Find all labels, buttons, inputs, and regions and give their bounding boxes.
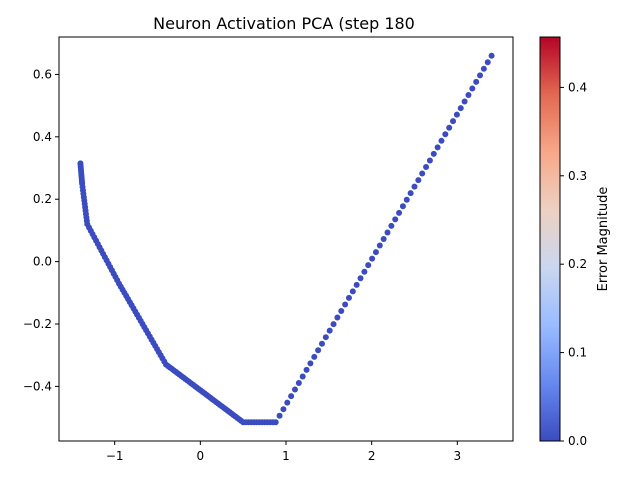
x-tick-label: 2 [368,449,376,463]
data-point [322,334,329,341]
y-tick-label: 0.2 [33,192,52,206]
x-tick-label: 0 [197,449,205,463]
data-point [361,268,368,275]
data-point [353,281,360,288]
y-tick-label: 0.4 [33,130,52,144]
x-axis: −1 0 1 2 3 [106,441,461,463]
data-point [342,301,349,308]
data-point [345,294,352,301]
data-point [426,157,433,164]
data-point [438,137,445,144]
colorbar-tick-label: 0.1 [568,346,587,360]
colorbar-label: Error Magnitude [596,187,611,292]
x-tick-label: −1 [106,449,124,463]
data-point [284,399,291,406]
data-point [326,327,333,334]
data-point [365,262,372,269]
data-point [453,111,460,118]
data-point [376,242,383,249]
data-point [330,321,337,328]
data-point [315,347,322,354]
data-point [318,340,325,347]
data-point [276,412,283,419]
data-point [419,170,426,177]
colorbar-tick-label: 0.4 [568,80,587,94]
data-point [349,288,356,295]
data-point [295,380,302,387]
data-point [396,209,403,216]
data-point [399,203,406,210]
data-point [430,150,437,157]
x-tick-label: 3 [454,449,462,463]
data-point [477,72,484,79]
y-tick-label: −0.4 [23,379,52,393]
data-point [311,353,318,360]
y-tick-label: 0.6 [33,67,52,81]
data-point [461,98,468,105]
data-point [357,275,364,282]
data-point [442,131,449,138]
colorbar-tick-label: 0.0 [568,434,587,448]
data-point [473,78,480,85]
data-point [469,85,476,92]
data-point [465,91,472,98]
data-point [484,59,491,66]
data-point [372,249,379,256]
data-point [480,65,487,72]
data-point [415,177,422,184]
data-point [334,314,341,321]
data-point [288,393,295,400]
data-point [299,373,306,380]
colorbar-tick-label: 0.3 [568,169,587,183]
data-point [280,406,287,413]
plot-frame [58,36,514,442]
data-point [403,196,410,203]
x-tick-label: 1 [282,449,290,463]
data-point [446,124,453,131]
data-point [338,308,345,314]
data-point [423,164,430,170]
data-point [303,366,310,373]
data-point [291,386,298,393]
data-point [434,144,441,151]
colorbar-axis: 0.0 0.1 0.2 0.3 0.4 [560,80,587,448]
data-point [388,222,395,229]
data-point [411,183,418,190]
data-point [369,255,376,262]
colorbar [539,36,561,442]
chart-title: Neuron Activation PCA (step 180 [153,14,415,33]
scatter-points [77,52,495,426]
data-point [457,105,464,112]
data-point [450,118,457,125]
y-tick-label: −0.2 [23,317,52,331]
data-point [272,419,279,426]
data-point [392,216,399,223]
y-axis: −0.4 −0.2 0.0 0.2 0.4 0.6 [23,67,59,393]
data-point [307,360,314,367]
data-point [384,229,391,236]
data-point [380,236,387,242]
data-point [488,52,495,59]
y-tick-label: 0.0 [33,255,52,269]
colorbar-tick-label: 0.2 [568,257,587,271]
data-point [407,190,414,197]
